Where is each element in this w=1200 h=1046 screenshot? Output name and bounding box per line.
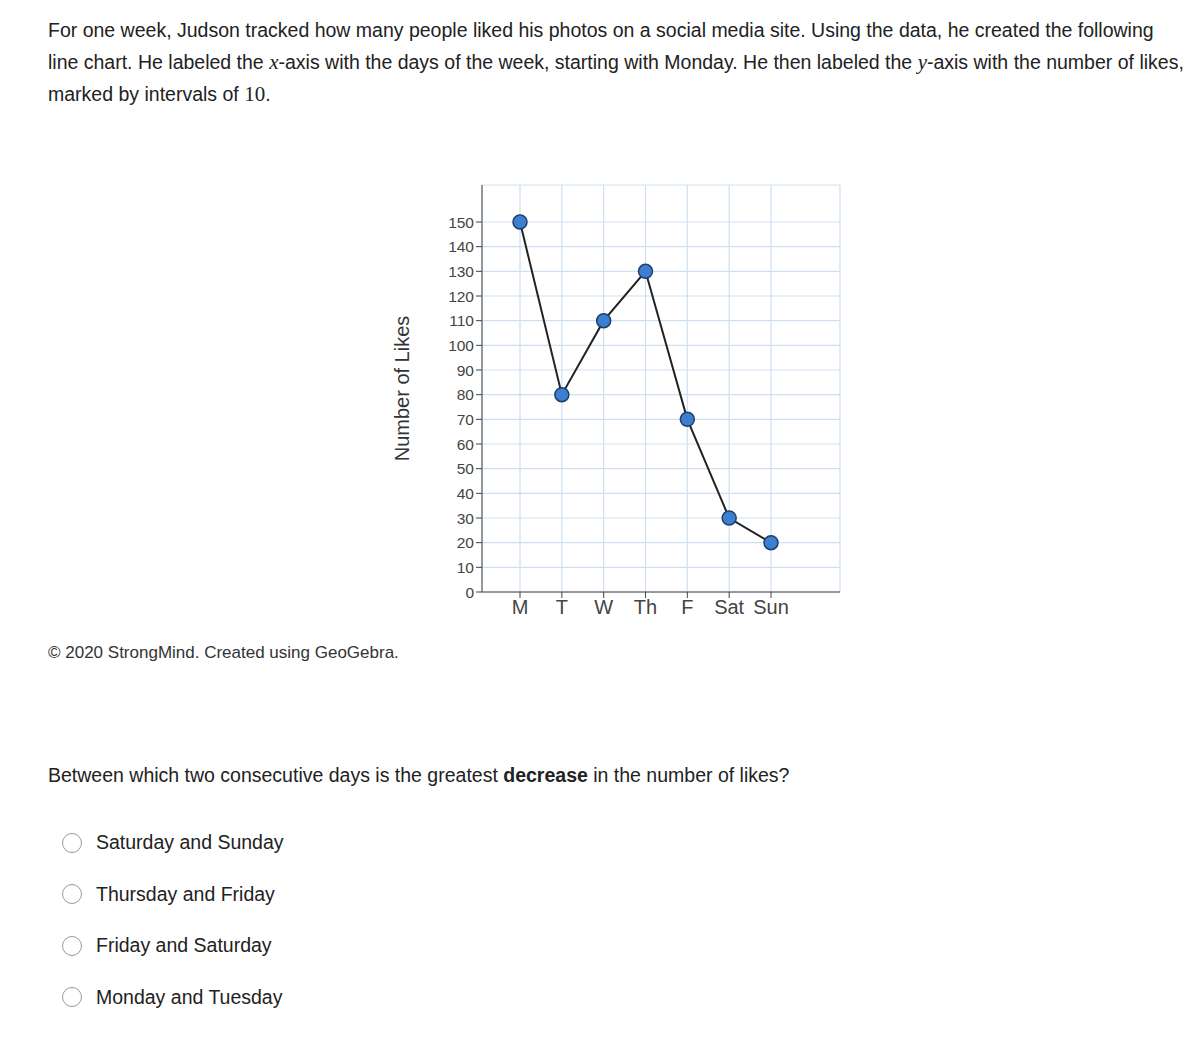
html-text:Friday and Saturday: Friday and Saturday: [96, 934, 272, 956]
svg-text:Number of Likes: Number of Likes: [391, 316, 413, 462]
html-text:Thursday and Friday: Thursday and Friday: [96, 882, 275, 905]
svg-text:W: W: [594, 596, 613, 618]
svg-text:110: 110: [449, 312, 474, 329]
svg-text:50: 50: [457, 460, 475, 477]
svg-text:Th: Th: [634, 596, 657, 618]
svg-text:Sat: Sat: [714, 596, 744, 618]
svg-text:20: 20: [457, 534, 475, 551]
svg-text:70: 70: [457, 411, 475, 428]
html-text:Monday and Tuesday: Monday and Tuesday: [96, 985, 283, 1008]
svg-text:F: F: [681, 596, 693, 618]
svg-text:100: 100: [448, 337, 474, 354]
svg-text:0: 0: [465, 584, 474, 601]
svg-text:60: 60: [457, 436, 475, 453]
html-text:Saturday and Sunday: Saturday and Sunday: [96, 831, 284, 853]
svg-text:10: 10: [457, 559, 475, 576]
svg-text:90: 90: [457, 362, 475, 379]
svg-text:140: 140: [448, 238, 474, 255]
html-text:Between which two consecutive: Between which two consecutive days is th…: [48, 764, 790, 786]
svg-text:130: 130: [448, 263, 474, 280]
svg-text:120: 120: [448, 288, 474, 305]
svg-text:T: T: [556, 596, 568, 618]
svg-text:M: M: [512, 596, 529, 618]
svg-text:80: 80: [457, 386, 475, 403]
html-text:© 2020 StrongMind. Created usi: © 2020 StrongMind. Created using GeoGebr…: [48, 643, 399, 662]
svg-text:40: 40: [457, 485, 475, 502]
svg-text:30: 30: [457, 510, 475, 527]
html-text:For one week, Judson tracked h: For one week, Judson tracked how many pe…: [48, 19, 1184, 106]
svg-text:150: 150: [448, 214, 474, 231]
svg-text:Sun: Sun: [753, 596, 789, 618]
